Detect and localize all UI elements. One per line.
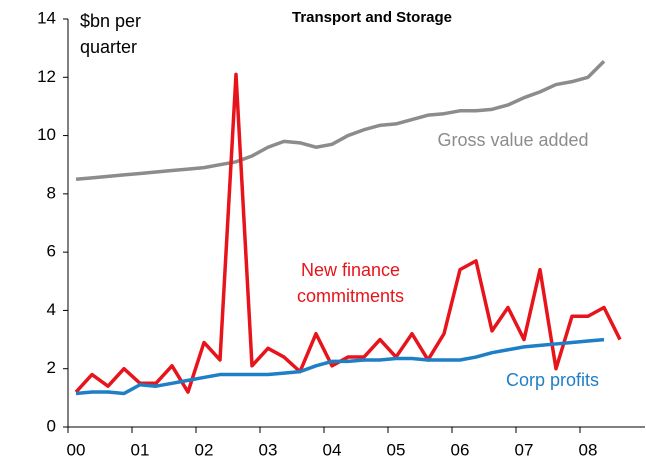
y-tick-label: 2 [47, 358, 56, 377]
x-tick-label: 00 [67, 440, 86, 459]
x-tick-label: 06 [451, 440, 470, 459]
series-label: Corp profits [505, 370, 600, 390]
x-tick-label: 02 [195, 440, 214, 459]
series-label: New finance commitments [296, 260, 404, 306]
y-tick-label: 14 [37, 8, 56, 27]
series-line [74, 72, 622, 394]
x-tick-label: 07 [515, 440, 534, 459]
y-tick-label: 8 [47, 183, 56, 202]
y-axis-label: $bn per quarter [80, 11, 142, 57]
series-line [75, 60, 606, 182]
series-line [75, 337, 605, 396]
y-tick-label: 12 [37, 67, 56, 86]
x-tick-label: 01 [131, 440, 150, 459]
y-tick-label: 10 [37, 125, 56, 144]
y-tick-label: 6 [47, 242, 56, 261]
y-tick-label: 4 [47, 300, 56, 319]
x-tick-label: 05 [387, 440, 406, 459]
series-label: Gross value added [437, 130, 589, 150]
x-tick-label: 03 [259, 440, 278, 459]
x-tick-label: 08 [579, 440, 598, 459]
y-tick-label: 0 [47, 416, 56, 435]
chart-title: Transport and Storage [292, 9, 452, 26]
x-tick-label: 04 [323, 440, 342, 459]
